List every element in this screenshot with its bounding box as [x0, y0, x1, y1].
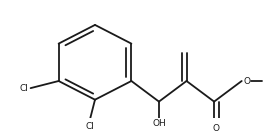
Text: OH: OH: [152, 119, 166, 128]
Text: Cl: Cl: [86, 122, 95, 131]
Text: O: O: [244, 77, 251, 86]
Text: O: O: [213, 124, 220, 132]
Text: Cl: Cl: [20, 84, 29, 93]
